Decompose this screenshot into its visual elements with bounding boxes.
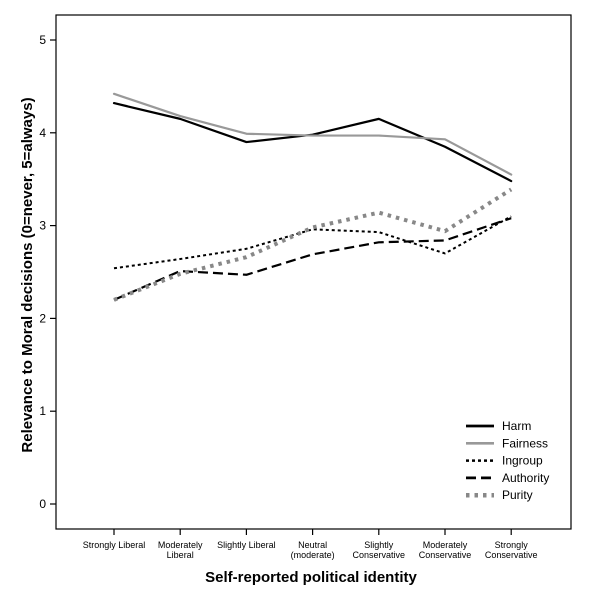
x-axis-ticks: Strongly Liberal Moderately Liberal Slightl…	[83, 529, 538, 560]
x-axis-title: Self-reported political identity	[205, 569, 417, 586]
y-tick-label: 0	[39, 497, 46, 511]
x-tick-label: Moderately Liberal	[158, 540, 203, 560]
x-tick-label: Moderately Conservative	[419, 540, 472, 560]
y-tick-label: 5	[39, 33, 46, 47]
x-tick-label: Slightly Conservative	[353, 540, 406, 560]
y-axis-ticks: 0 1 2 3 4 5	[39, 33, 56, 511]
y-tick-label: 4	[39, 126, 46, 140]
x-tick-label: Strongly Conservative	[485, 540, 538, 560]
legend-label-ingroup: Ingroup	[502, 454, 543, 468]
series-layer	[112, 92, 513, 302]
y-tick-label: 2	[39, 311, 46, 325]
series-line-fairness	[112, 92, 513, 176]
y-tick-label: 3	[39, 219, 46, 233]
legend: Harm Fairness Ingroup Authority Purity	[466, 419, 549, 502]
x-tick-label: Slightly Liberal	[217, 540, 276, 550]
y-tick-label: 1	[39, 404, 46, 418]
legend-label-authority: Authority	[502, 471, 549, 485]
plot-frame	[55, 14, 572, 530]
legend-label-purity: Purity	[502, 488, 533, 502]
x-tick-label: Neutral (moderate)	[291, 540, 335, 560]
series-line-ingroup	[113, 215, 512, 270]
legend-label-fairness: Fairness	[502, 436, 548, 450]
y-axis-title: Relevance to Moral decisions (0=never, 5…	[19, 97, 36, 452]
series-line-purity	[113, 187, 513, 302]
x-tick-label: Strongly Liberal	[83, 540, 146, 550]
legend-label-harm: Harm	[502, 419, 531, 433]
